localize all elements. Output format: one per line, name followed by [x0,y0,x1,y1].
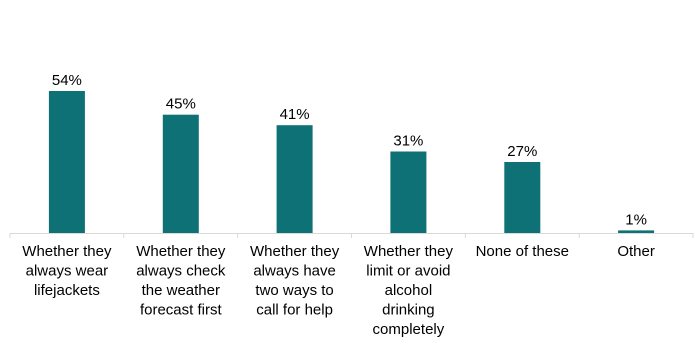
category-label-1: Whether they always check the weather forec… [136,243,226,319]
value-label-3: 31% [393,133,423,150]
category-label-line: lifejackets [34,282,100,299]
category-label-line: completely [373,321,445,338]
category-label-4: None of these [476,243,569,260]
category-label-line: limit or avoid [366,263,450,280]
bar-4 [504,162,541,233]
category-label-line: Other [617,243,655,260]
value-label-0: 54% [52,72,82,89]
bars-layer [48,91,655,233]
category-label-line: the weather [142,282,220,299]
category-label-3: Whether they limit or avoid alcohol drinkin… [364,243,454,338]
category-label-line: always wear [26,263,109,280]
category-label-2: Whether they always have two ways to call f… [250,243,340,319]
value-label-2: 41% [280,106,310,123]
value-labels-layer: 54% 45% 41% 31% 27% 1% [52,72,647,228]
category-label-line: call for help [256,302,333,319]
bar-3 [390,151,427,233]
category-label-line: two ways to [255,282,333,299]
category-label-line: always check [136,263,226,280]
category-label-line: alcohol [385,282,433,299]
value-label-5: 1% [625,211,647,228]
category-label-line: Whether they [22,243,112,260]
category-label-line: Whether they [364,243,454,260]
category-label-0: Whether they always wear lifejackets [22,243,112,299]
bar-5 [618,230,655,233]
category-label-5: Other [617,243,655,260]
category-label-line: forecast first [140,302,223,319]
axis-layer [9,233,694,238]
value-label-4: 27% [507,143,537,160]
bar-1 [162,114,199,233]
category-label-line: Whether they [136,243,226,260]
category-label-line: always have [253,263,336,280]
category-label-line: Whether they [250,243,340,260]
value-label-1: 45% [166,96,196,113]
bar-2 [276,125,313,233]
bar-0 [48,91,85,233]
category-label-line: None of these [476,243,569,260]
category-labels-layer: Whether they always wear lifejacketsWhethe… [22,243,655,338]
category-label-line: drinking [382,302,435,319]
